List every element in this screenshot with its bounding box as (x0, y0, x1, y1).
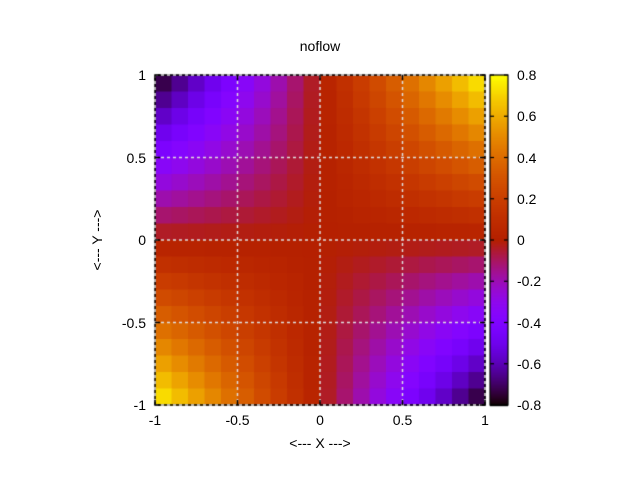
y-tick-label: 1 (138, 67, 146, 83)
x-tick-label: 1 (481, 412, 489, 428)
colorbar-tick-label: 0.2 (517, 190, 537, 207)
y-tick-label: 0.5 (126, 149, 146, 166)
colorbar-tick-label: 0.6 (517, 108, 537, 125)
x-tick-label: 0 (316, 412, 324, 428)
colorbar-tick-label: 0.4 (517, 149, 537, 166)
colorbar-tick-label: 0.8 (517, 67, 537, 83)
x-tick-label: -1 (148, 412, 162, 428)
y-tick-label: -0.5 (121, 314, 146, 331)
x-tick-label: -0.5 (225, 412, 250, 428)
colorbar-tick-label: -0.2 (517, 273, 542, 290)
y-tick-label: 0 (138, 232, 146, 248)
x-tick-label: 0.5 (392, 412, 413, 428)
colorbar-tick-label: 0 (517, 232, 525, 248)
x-axis-label: <--- X ---> (289, 435, 351, 451)
y-tick-label: -1 (133, 397, 146, 413)
colorbar-tick-label: -0.4 (517, 314, 542, 331)
colorbar-tick-label: -0.8 (517, 397, 542, 413)
colorbar-tick-label: -0.6 (517, 355, 542, 372)
chart-title: noflow (299, 38, 341, 54)
